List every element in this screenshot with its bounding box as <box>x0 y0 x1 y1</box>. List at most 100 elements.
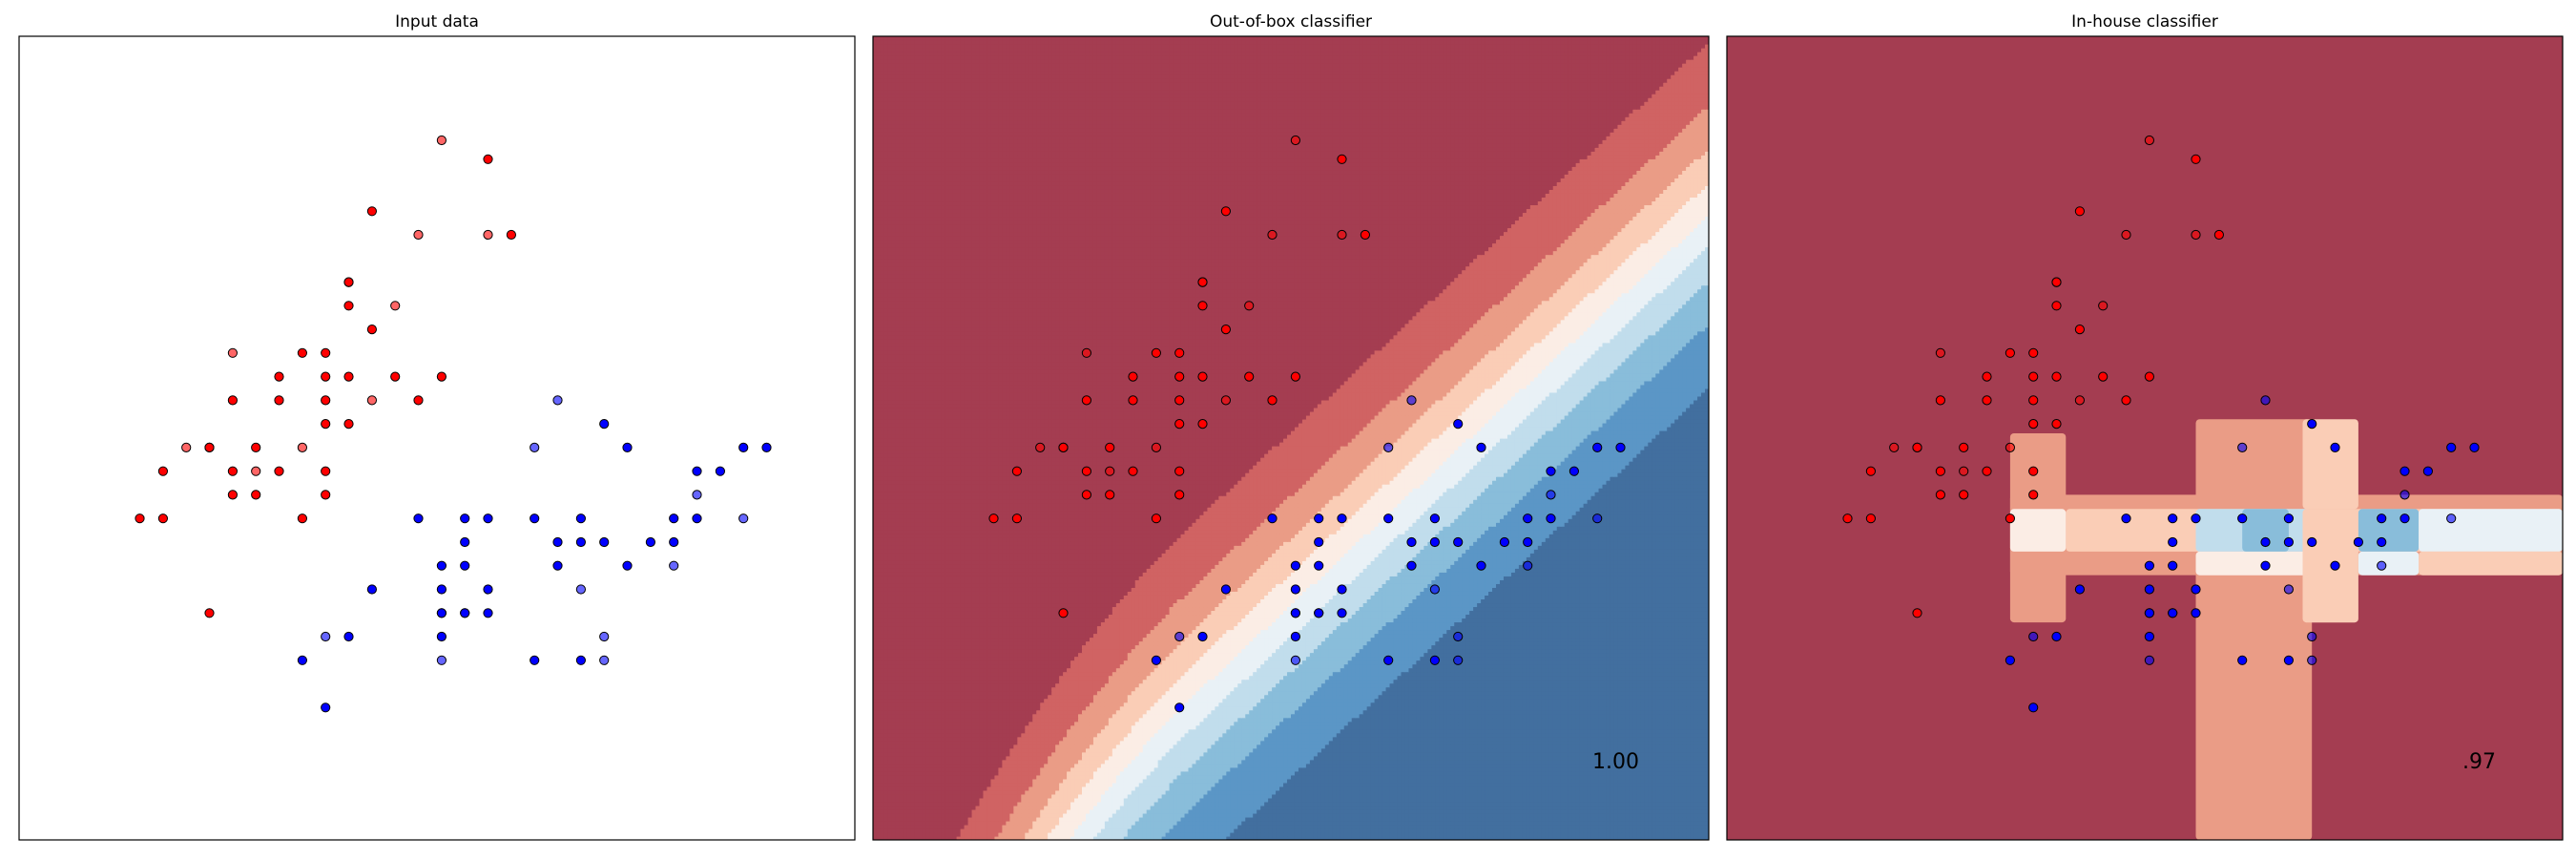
decision-cell <box>1590 789 1596 795</box>
decision-cell <box>1305 816 1311 822</box>
decision-cell <box>1165 759 1171 765</box>
decision-cell <box>1268 759 1273 765</box>
decision-cell <box>1548 759 1554 765</box>
decision-cell <box>1226 770 1231 776</box>
decision-cell <box>1541 808 1547 814</box>
decision-cell <box>1070 778 1075 784</box>
decision-cell <box>1443 820 1447 826</box>
decision-cell <box>1134 786 1140 791</box>
decision-cell <box>987 812 992 818</box>
decision-cell <box>1667 766 1672 772</box>
decision-cell <box>1207 774 1212 780</box>
decision-cell <box>1294 812 1299 818</box>
decision-cell <box>1401 831 1406 837</box>
decision-cell <box>1074 782 1079 787</box>
decision-cell <box>1682 824 1687 829</box>
decision-cell <box>1678 793 1683 799</box>
decision-cell <box>1195 766 1201 772</box>
decision-cell <box>1644 793 1649 799</box>
test-point <box>692 490 702 500</box>
decision-cell <box>1134 805 1140 810</box>
decision-cell <box>1055 770 1060 776</box>
decision-cell <box>1412 812 1417 818</box>
decision-cell <box>1283 770 1288 776</box>
decision-cell <box>1522 816 1527 822</box>
decision-cell <box>1678 824 1683 829</box>
decision-cell <box>1560 816 1566 822</box>
decision-cell <box>1287 820 1292 826</box>
decision-cell <box>1021 835 1026 840</box>
train-point <box>135 513 145 524</box>
decision-cell <box>1048 808 1052 814</box>
decision-cell <box>1701 828 1706 833</box>
decision-cell <box>873 797 878 803</box>
decision-cell <box>1211 831 1215 837</box>
decision-cell <box>910 805 916 810</box>
decision-cell <box>1636 816 1641 822</box>
decision-cell <box>1632 759 1637 765</box>
decision-cell <box>903 797 908 803</box>
decision-cell <box>914 774 920 780</box>
decision-cell <box>1397 789 1402 795</box>
test-point <box>297 442 307 452</box>
decision-cell <box>1655 820 1660 826</box>
decision-cell <box>922 805 927 810</box>
decision-cell <box>1320 812 1326 818</box>
decision-cell <box>1294 782 1299 787</box>
decision-cell <box>1025 789 1029 795</box>
decision-cell <box>994 835 999 840</box>
decision-cell <box>1693 755 1698 761</box>
decision-cell <box>1496 801 1501 807</box>
decision-cell <box>945 831 950 837</box>
decision-cell <box>1389 766 1395 772</box>
decision-cell <box>1028 786 1033 791</box>
decision-cell <box>998 797 1003 803</box>
decision-cell <box>891 789 897 795</box>
decision-cell <box>1632 774 1637 780</box>
decision-cell <box>1324 786 1330 791</box>
decision-cell <box>1362 782 1368 787</box>
decision-cell <box>1697 774 1702 780</box>
decision-cell <box>1640 766 1645 772</box>
decision-cell <box>979 782 985 787</box>
decision-cell <box>1055 828 1060 833</box>
decision-cell <box>1230 770 1235 776</box>
decision-cell <box>956 824 962 829</box>
decision-cell <box>1381 816 1387 822</box>
decision-cell <box>1131 801 1136 807</box>
decision-cell <box>1370 816 1376 822</box>
decision-cell <box>891 786 897 791</box>
decision-cell <box>1693 820 1698 826</box>
decision-cell <box>1078 812 1083 818</box>
decision-cell <box>983 812 988 818</box>
decision-cell <box>1655 835 1660 840</box>
decision-cell <box>1545 763 1550 768</box>
decision-cell <box>1241 831 1246 837</box>
decision-cell <box>1320 789 1326 795</box>
decision-cell <box>1134 789 1140 795</box>
decision-cell <box>990 824 996 829</box>
decision-cell <box>1150 766 1155 772</box>
decision-cell <box>1104 786 1110 791</box>
decision-cell <box>1465 793 1470 799</box>
decision-cell <box>1176 766 1182 772</box>
decision-cell <box>990 820 996 826</box>
decision-cell <box>1104 789 1110 795</box>
decision-cell <box>1111 766 1117 772</box>
decision-cell <box>1013 816 1018 822</box>
decision-cell <box>1264 759 1269 765</box>
decision-cell <box>1150 789 1155 795</box>
decision-cell <box>967 793 973 799</box>
decision-cell <box>1629 835 1633 840</box>
decision-cell <box>910 831 916 837</box>
decision-cell <box>1362 786 1368 791</box>
decision-cell <box>1226 786 1231 791</box>
decision-cell <box>1686 782 1691 787</box>
decision-cell <box>1674 759 1679 765</box>
decision-cell <box>1621 801 1626 807</box>
decision-cell <box>1264 766 1269 772</box>
decision-cell <box>1420 774 1424 780</box>
decision-cell <box>1469 820 1474 826</box>
decision-cell <box>1663 797 1668 803</box>
decision-cell <box>1002 751 1007 757</box>
